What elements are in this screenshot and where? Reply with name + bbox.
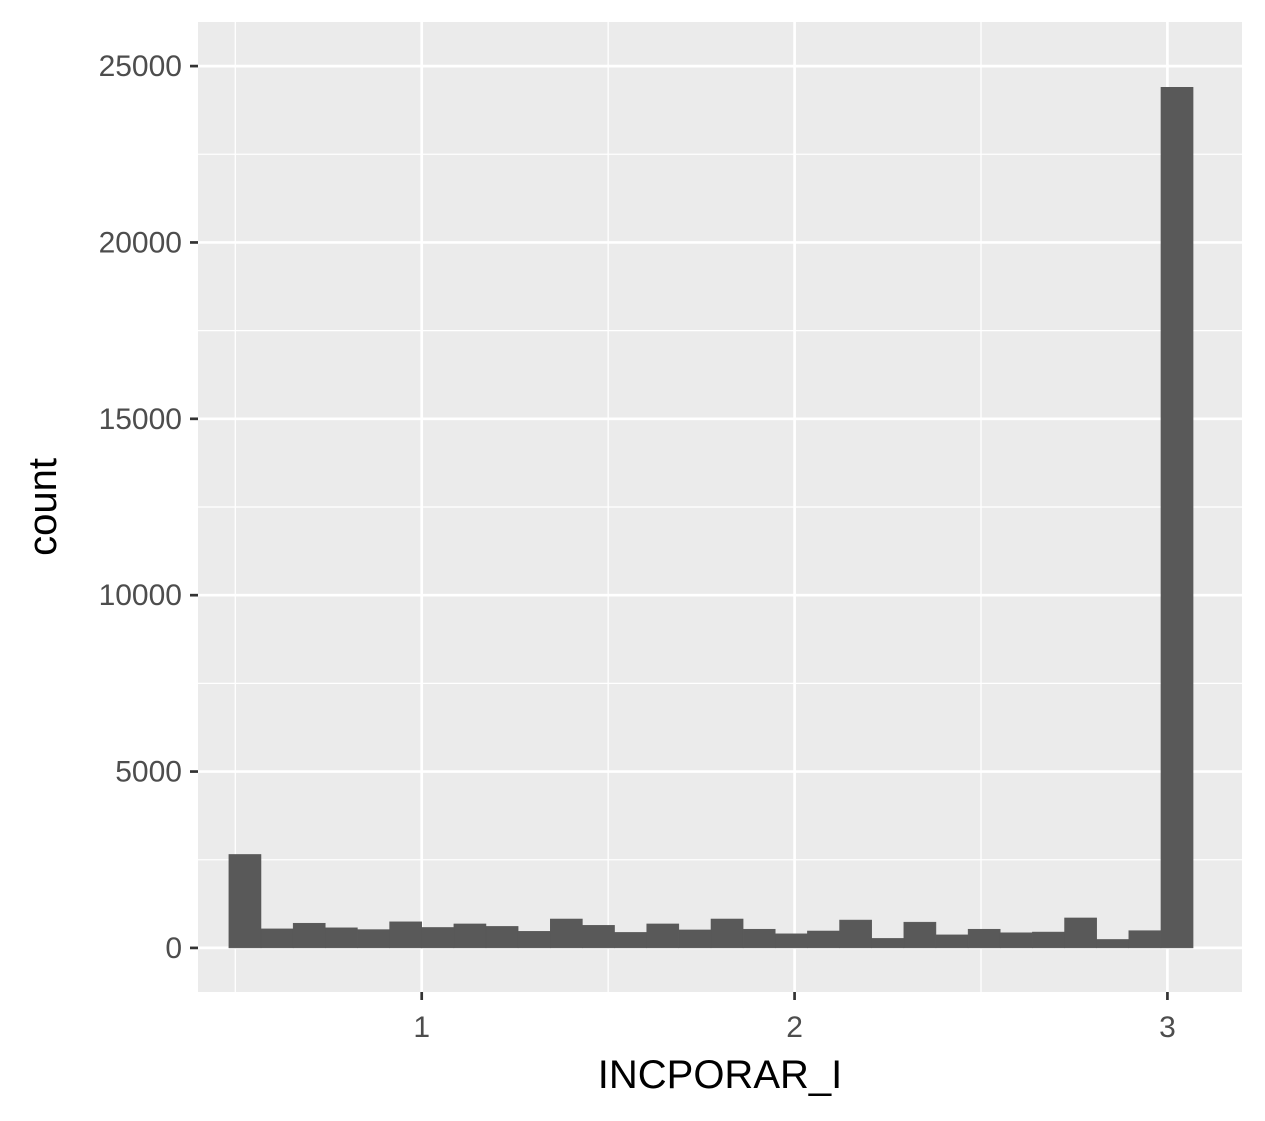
histogram-bar <box>678 929 712 949</box>
x-tick-label: 3 <box>1159 1011 1176 1044</box>
histogram-bars <box>228 87 1194 949</box>
histogram-bar <box>517 931 551 949</box>
histogram-bar <box>389 921 422 949</box>
y-tick-label: 10000 <box>99 579 182 612</box>
histogram-bar <box>935 934 969 949</box>
y-tick-label: 15000 <box>99 403 182 436</box>
x-tick-label: 2 <box>786 1011 803 1044</box>
histogram-bar <box>871 938 905 949</box>
y-axis: 0 5000 10000 15000 20000 25000 <box>99 50 198 965</box>
histogram-bar <box>1064 917 1097 949</box>
histogram-bar <box>999 932 1033 949</box>
histogram-bar <box>228 854 262 949</box>
histogram-bar <box>453 923 487 949</box>
y-tick-label: 0 <box>165 932 182 965</box>
histogram-bar <box>357 929 390 949</box>
x-tick-label: 1 <box>413 1011 430 1044</box>
y-tick-label: 5000 <box>115 756 182 789</box>
histogram-bar <box>742 928 776 949</box>
histogram-bar <box>839 919 872 949</box>
histogram-bar <box>582 925 615 949</box>
histogram-bar <box>1032 931 1065 949</box>
histogram-bar <box>614 932 647 949</box>
histogram-bar <box>1096 939 1130 949</box>
histogram-bar <box>646 923 680 949</box>
histogram-bar <box>967 928 1001 949</box>
histogram-bar <box>260 928 294 949</box>
histogram-bar <box>775 933 808 949</box>
histogram-bar <box>807 930 840 949</box>
y-tick-label: 25000 <box>99 50 182 83</box>
histogram-bar <box>485 926 519 949</box>
histogram-bar <box>1128 930 1162 949</box>
histogram-bar <box>421 927 455 949</box>
histogram-bar <box>1160 87 1194 949</box>
histogram-bar <box>325 927 358 949</box>
histogram-bar <box>292 922 326 949</box>
histogram-bar <box>710 918 744 949</box>
y-tick-label: 20000 <box>99 226 182 259</box>
x-axis-title: INCPORAR_I <box>598 1053 843 1097</box>
y-axis-title: count <box>21 458 65 556</box>
x-axis: 1 2 3 <box>413 992 1176 1044</box>
minor-gridlines <box>198 22 1242 992</box>
histogram-bar <box>903 921 937 949</box>
histogram-bar <box>550 918 583 949</box>
